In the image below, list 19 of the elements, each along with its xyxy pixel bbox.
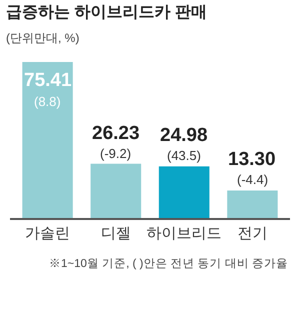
annotation: (8.8) [34, 94, 61, 109]
x-tick-label: 하이브리드 [146, 224, 222, 242]
text: ※1~10월 기준, ( )안은 전년 동기 대비 증가율 [49, 258, 288, 270]
data-label: 24.98 [160, 125, 208, 146]
annotation: (-4.4) [237, 172, 268, 187]
bar [90, 164, 142, 218]
x-tick-label: 가솔린 [25, 224, 70, 242]
x-tick-label: 디젤 [100, 224, 131, 242]
data-label: 13.30 [228, 149, 276, 170]
chart-title: 급증하는 하이브리드카 판매 [6, 4, 207, 21]
data-label: 26.23 [92, 123, 140, 144]
data-label: 75.41 [24, 70, 72, 91]
chart-subtitle: (단위만대, %) [6, 31, 80, 45]
annotation: (-9.2) [100, 146, 132, 161]
annotation: (43.5) [167, 148, 201, 163]
bar [22, 62, 73, 218]
x-tick-label: 전기 [237, 224, 268, 242]
bar [158, 166, 210, 218]
bar [227, 190, 278, 218]
